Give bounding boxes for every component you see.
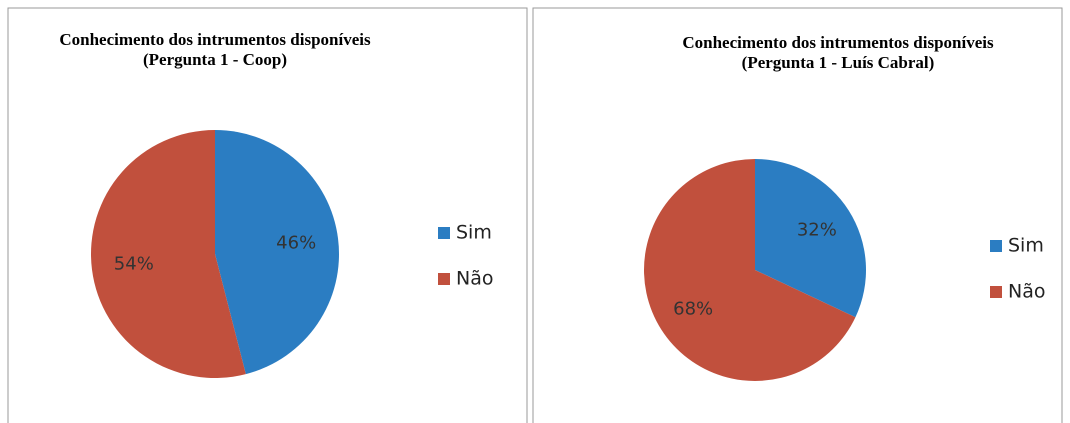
panel-right bbox=[532, 7, 1063, 423]
legend-label: Sim bbox=[456, 222, 492, 244]
legend-label: Não bbox=[1008, 281, 1045, 303]
chart-title: Conhecimento dos intrumentos disponíveis bbox=[59, 30, 371, 49]
legend-label: Não bbox=[456, 268, 493, 290]
legend-key bbox=[438, 227, 450, 239]
data-label: 32% bbox=[797, 220, 837, 241]
data-label: 54% bbox=[114, 253, 154, 274]
legend-label: Sim bbox=[1008, 235, 1044, 257]
data-label: 46% bbox=[276, 233, 316, 254]
chart-title: (Pergunta 1 - Coop) bbox=[143, 50, 287, 69]
panel-left bbox=[7, 7, 528, 423]
data-label: 68% bbox=[673, 298, 713, 319]
legend-key bbox=[438, 273, 450, 285]
pie-slice bbox=[644, 159, 856, 381]
chart-title: Conhecimento dos intrumentos disponíveis bbox=[682, 33, 994, 52]
pie-slice bbox=[90, 130, 246, 379]
pie-slice bbox=[215, 130, 339, 375]
legend-key bbox=[990, 240, 1002, 252]
chart-title: (Pergunta 1 - Luís Cabral) bbox=[742, 53, 935, 72]
pie-slice bbox=[755, 159, 866, 318]
legend-key bbox=[990, 286, 1002, 298]
